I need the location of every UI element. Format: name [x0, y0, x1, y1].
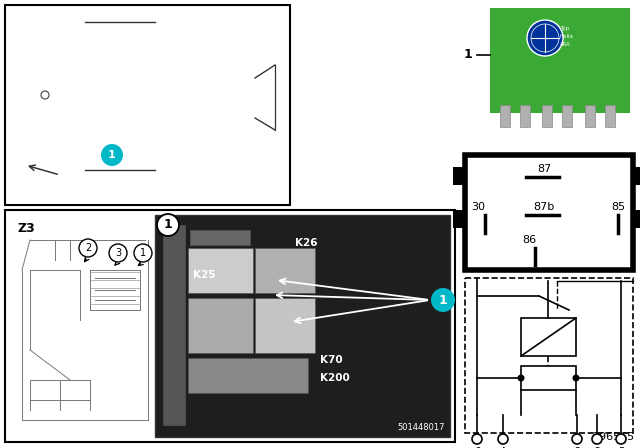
- Bar: [453, 210, 465, 228]
- Circle shape: [101, 144, 123, 166]
- Bar: [562, 105, 572, 127]
- Circle shape: [527, 20, 563, 56]
- Text: 501448017: 501448017: [397, 423, 445, 432]
- Text: 87b: 87b: [533, 202, 555, 212]
- Bar: [500, 105, 510, 127]
- Bar: [520, 105, 530, 127]
- Circle shape: [134, 244, 152, 262]
- Bar: [188, 248, 253, 293]
- Text: 4: 4: [500, 447, 506, 448]
- Text: 85: 85: [611, 202, 625, 212]
- Circle shape: [616, 434, 626, 444]
- Bar: [5, 5, 290, 205]
- Text: 2: 2: [594, 447, 600, 448]
- Circle shape: [572, 434, 582, 444]
- Text: 87: 87: [537, 164, 551, 174]
- Bar: [255, 248, 315, 293]
- Circle shape: [472, 434, 482, 444]
- Text: 1: 1: [140, 248, 146, 258]
- Bar: [633, 210, 640, 228]
- Circle shape: [531, 24, 559, 52]
- Bar: [163, 225, 185, 425]
- Bar: [542, 105, 552, 127]
- Text: 1: 1: [108, 150, 116, 160]
- Bar: [190, 230, 250, 245]
- Circle shape: [79, 239, 97, 257]
- Text: K200: K200: [320, 373, 349, 383]
- Circle shape: [157, 214, 179, 236]
- Text: 2: 2: [85, 243, 91, 253]
- Text: 396565: 396565: [592, 432, 634, 442]
- Text: Z3: Z3: [18, 222, 36, 235]
- Bar: [155, 215, 450, 437]
- Text: 3: 3: [574, 447, 580, 448]
- Text: K70: K70: [320, 355, 342, 365]
- Text: Hella: Hella: [560, 34, 574, 39]
- Text: 1: 1: [463, 48, 472, 61]
- Text: 30: 30: [471, 202, 485, 212]
- Text: K25: K25: [193, 270, 216, 280]
- Text: 4RA: 4RA: [560, 42, 571, 47]
- Circle shape: [109, 244, 127, 262]
- Bar: [255, 298, 315, 353]
- Bar: [453, 167, 465, 185]
- Text: 1: 1: [438, 293, 447, 306]
- Bar: [5, 210, 455, 442]
- Bar: [633, 167, 640, 185]
- Text: Typ: Typ: [560, 26, 569, 31]
- Text: 86: 86: [522, 235, 536, 245]
- Bar: [490, 8, 630, 113]
- Circle shape: [41, 91, 49, 99]
- Bar: [585, 105, 595, 127]
- Text: 1: 1: [164, 219, 172, 232]
- Bar: [465, 278, 633, 433]
- Text: 6: 6: [474, 447, 480, 448]
- Circle shape: [592, 434, 602, 444]
- Text: K26: K26: [295, 238, 317, 248]
- Circle shape: [518, 375, 525, 382]
- Bar: [521, 318, 576, 356]
- Text: 5: 5: [618, 447, 624, 448]
- Text: 3: 3: [115, 248, 121, 258]
- Bar: [188, 298, 253, 353]
- Circle shape: [431, 288, 455, 312]
- Bar: [521, 366, 576, 390]
- Bar: [465, 155, 633, 270]
- Circle shape: [573, 375, 579, 382]
- Bar: [605, 105, 615, 127]
- Bar: [188, 358, 308, 393]
- Circle shape: [498, 434, 508, 444]
